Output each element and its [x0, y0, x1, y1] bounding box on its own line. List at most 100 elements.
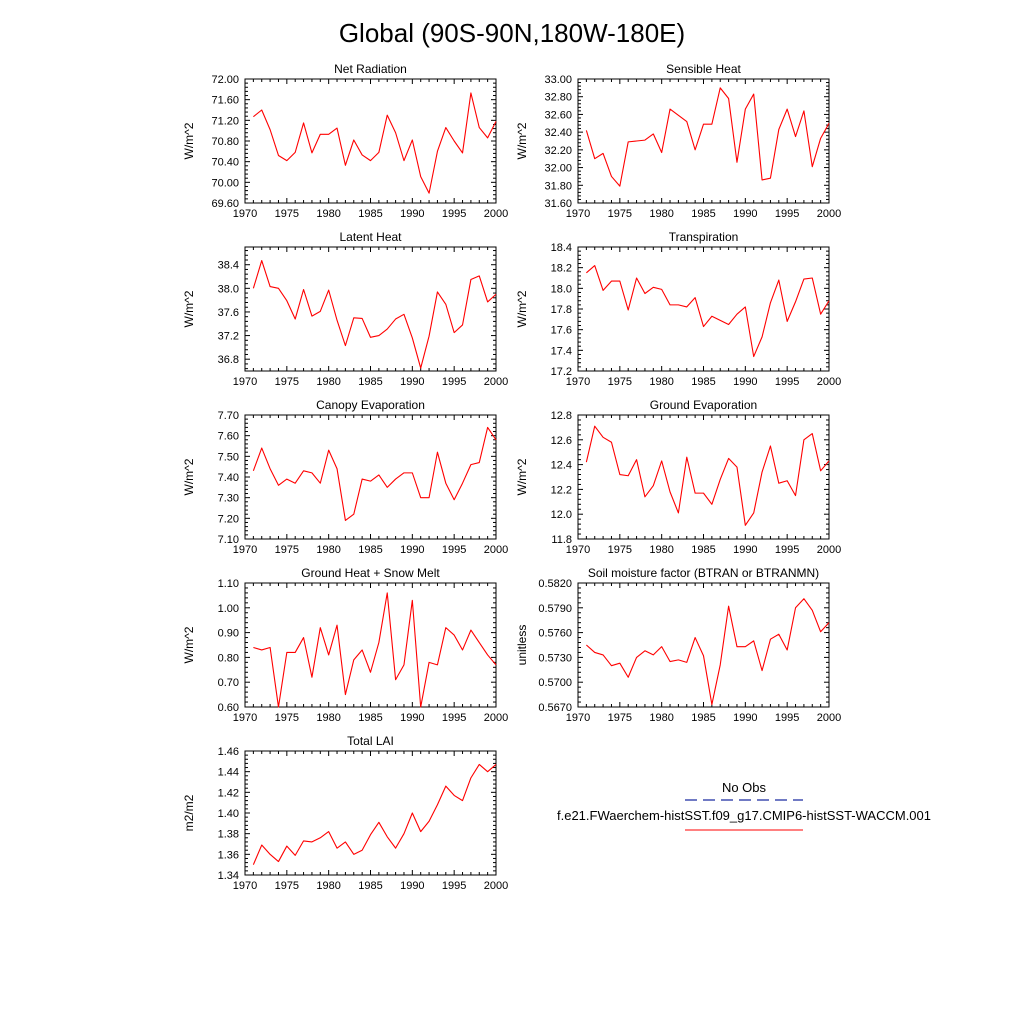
y-tick-label: 7.50 [218, 451, 239, 463]
y-tick-label: 70.80 [211, 136, 239, 148]
x-tick-label: 1980 [649, 376, 673, 388]
x-tick-label: 1985 [358, 208, 382, 220]
y-tick-label: 38.0 [218, 283, 239, 295]
y-tick-label: 1.36 [218, 849, 239, 861]
panel-title: Transpiration [669, 230, 739, 244]
series-line [252, 426, 497, 521]
x-tick-label: 1975 [608, 712, 632, 724]
legend-obs-label: No Obs [722, 780, 767, 795]
panel-title: Sensible Heat [666, 62, 741, 76]
x-tick-label: 1970 [566, 544, 590, 556]
x-tick-label: 2000 [484, 712, 508, 724]
panel-title: Ground Evaporation [650, 398, 757, 412]
x-tick-label: 2000 [484, 208, 508, 220]
y-axis-label: unitless [515, 625, 529, 666]
x-tick-label: 2000 [817, 544, 841, 556]
y-tick-label: 0.5730 [538, 652, 572, 664]
x-tick-label: 2000 [817, 208, 841, 220]
legend-model-label: f.e21.FWaerchem-histSST.f09_g17.CMIP6-hi… [557, 808, 931, 823]
panel-7: 1970 1975 1980 1985 1990 1995 2000 0.60 0.70 0.80… [182, 566, 508, 724]
figure-title: Global (90S-90N,180W-180E) [339, 18, 685, 48]
x-tick-label: 1995 [442, 208, 466, 220]
x-tick-label: 1995 [775, 544, 799, 556]
y-axis-label: W/m^2 [515, 122, 529, 159]
y-tick-label: 7.70 [218, 410, 239, 422]
panel-4: 1970 1975 1980 1985 1990 1995 2000 17.2 17.4 17.6… [515, 230, 841, 388]
panel-title: Canopy Evaporation [316, 398, 425, 412]
y-tick-label: 37.2 [218, 331, 239, 343]
y-axis-label: m2/m2 [182, 794, 196, 831]
x-tick-label: 1970 [233, 544, 257, 556]
x-tick-label: 1985 [358, 712, 382, 724]
y-tick-label: 36.8 [218, 354, 239, 366]
y-tick-label: 7.30 [218, 493, 239, 505]
x-tick-label: 1990 [733, 712, 757, 724]
y-axis-label: W/m^2 [182, 290, 196, 327]
panel-2: 1970 1975 1980 1985 1990 1995 2000 31.60 31.80 32… [515, 62, 841, 220]
y-tick-label: 1.38 [218, 829, 239, 841]
series-line [585, 425, 830, 526]
x-tick-label: 1970 [233, 712, 257, 724]
panel-9: 1970 1975 1980 1985 1990 1995 2000 1.34 1.36 1.38… [182, 734, 508, 892]
plot-frame [577, 582, 830, 708]
y-tick-label: 0.90 [218, 628, 239, 640]
plot-frame [244, 246, 497, 372]
x-tick-label: 1995 [775, 208, 799, 220]
x-tick-label: 1985 [358, 376, 382, 388]
x-tick-label: 1975 [275, 880, 299, 892]
series-line [252, 763, 497, 865]
series-line [586, 598, 830, 706]
y-tick-label: 18.2 [551, 263, 572, 275]
y-axis-label: W/m^2 [515, 290, 529, 327]
y-tick-label: 17.4 [551, 345, 572, 357]
x-tick-label: 1990 [400, 544, 424, 556]
y-tick-label: 7.10 [218, 534, 239, 546]
y-tick-label: 69.60 [211, 198, 239, 210]
y-tick-label: 1.42 [218, 787, 239, 799]
y-tick-label: 0.80 [218, 652, 239, 664]
y-tick-label: 18.0 [551, 283, 572, 295]
y-tick-label: 32.20 [544, 145, 572, 157]
series-line [586, 265, 830, 358]
y-tick-label: 11.8 [551, 534, 572, 546]
x-tick-label: 1985 [691, 376, 715, 388]
y-tick-label: 1.40 [218, 808, 239, 820]
y-tick-label: 32.60 [544, 109, 572, 121]
y-tick-label: 0.5760 [538, 628, 572, 640]
series-line [253, 92, 497, 194]
y-tick-label: 17.8 [551, 304, 572, 316]
y-tick-label: 12.4 [551, 460, 572, 472]
y-tick-label: 7.20 [218, 513, 239, 525]
y-tick-label: 72.00 [211, 74, 239, 86]
y-axis-label: W/m^2 [182, 626, 196, 663]
y-tick-label: 7.60 [218, 431, 239, 443]
x-tick-label: 1980 [649, 208, 673, 220]
y-tick-label: 71.20 [211, 115, 239, 127]
x-tick-label: 1980 [649, 712, 673, 724]
x-tick-label: 1970 [566, 376, 590, 388]
x-tick-label: 1975 [608, 544, 632, 556]
y-tick-label: 70.00 [211, 177, 239, 189]
y-tick-label: 17.6 [551, 325, 572, 337]
y-tick-label: 0.70 [218, 677, 239, 689]
plot-frame [577, 246, 830, 372]
x-tick-label: 1995 [442, 712, 466, 724]
x-tick-label: 1975 [275, 712, 299, 724]
x-tick-label: 1985 [358, 880, 382, 892]
x-tick-label: 1970 [233, 376, 257, 388]
x-tick-label: 1995 [442, 544, 466, 556]
x-tick-label: 1985 [691, 544, 715, 556]
x-tick-label: 1975 [608, 208, 632, 220]
x-tick-label: 1980 [316, 712, 340, 724]
panel-title: Total LAI [347, 734, 394, 748]
x-tick-label: 1990 [400, 208, 424, 220]
plot-frame [577, 78, 830, 204]
y-tick-label: 31.60 [544, 198, 572, 210]
y-tick-label: 33.00 [544, 74, 572, 86]
x-tick-label: 1975 [275, 208, 299, 220]
x-tick-label: 1970 [233, 880, 257, 892]
y-tick-label: 1.34 [218, 870, 239, 882]
x-tick-label: 1990 [400, 376, 424, 388]
y-tick-label: 1.44 [218, 767, 239, 779]
